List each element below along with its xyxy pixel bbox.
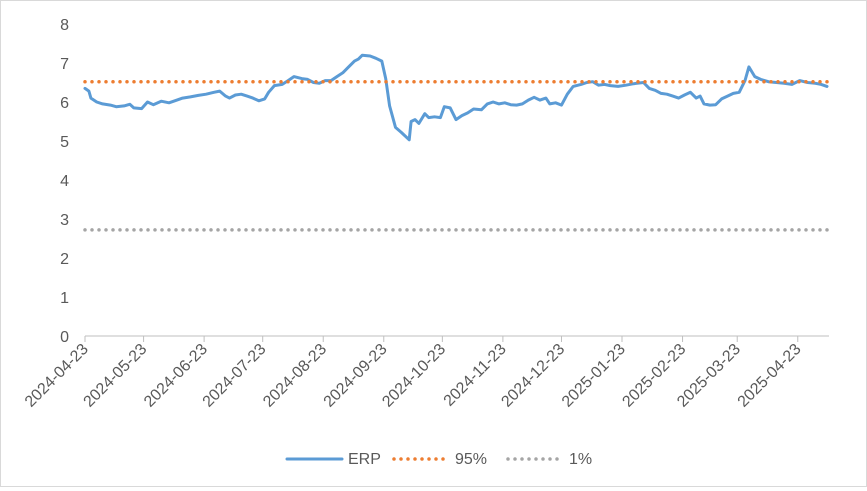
y-tick-label: 8 <box>60 17 69 34</box>
y-tick-label: 5 <box>60 134 69 151</box>
y-tick-label: 4 <box>60 173 69 190</box>
x-tick-label: 2024-12-23 <box>498 341 568 411</box>
y-tick-label: 6 <box>60 95 69 112</box>
y-tick-label: 0 <box>60 329 69 346</box>
series-layer <box>83 53 831 232</box>
series-line-erp <box>83 53 829 142</box>
y-tick-label: 1 <box>60 290 69 307</box>
x-tick-label: 2024-05-23 <box>81 341 151 411</box>
y-tick-label: 2 <box>60 251 69 268</box>
y-tick-label: 7 <box>60 56 69 73</box>
legend-label: 95% <box>455 451 487 468</box>
x-tick-label: 2025-01-23 <box>559 341 629 411</box>
y-axis: 0 1 2 3 4 5 6 7 8 <box>60 17 69 346</box>
legend: ERP 95% 1% <box>285 451 592 468</box>
x-tick-label: 2024-08-23 <box>260 341 330 411</box>
x-tick-label: 2024-10-23 <box>379 341 449 411</box>
y-tick-label: 3 <box>60 212 69 229</box>
x-axis: 2024-04-232024-05-232024-06-232024-07-23… <box>22 336 805 411</box>
x-tick-label: 2024-07-23 <box>200 341 270 411</box>
legend-label: 1% <box>569 451 592 468</box>
x-tick-label: 2025-04-23 <box>735 341 805 411</box>
legend-label: ERP <box>348 451 381 468</box>
